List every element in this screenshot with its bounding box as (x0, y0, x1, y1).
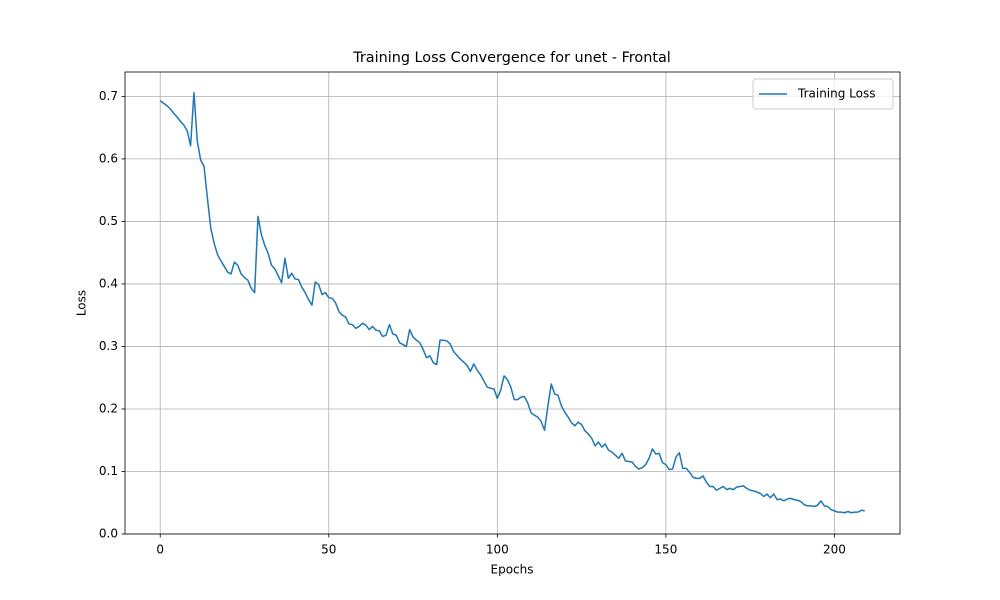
x-tick-label: 0 (156, 543, 164, 557)
y-tick-label: 0.4 (99, 276, 118, 290)
y-tick-label: 0.1 (99, 464, 118, 478)
y-tick-label: 0.2 (99, 401, 118, 415)
y-tick-label: 0.0 (99, 527, 118, 541)
y-tick-label: 0.3 (99, 339, 118, 353)
chart-title: Training Loss Convergence for unet - Fro… (352, 50, 671, 66)
x-tick-label: 200 (823, 543, 846, 557)
x-axis-label: Epochs (491, 563, 534, 577)
axes-frame (124, 71, 901, 535)
y-axis-label: Loss (75, 290, 89, 316)
y-tick-label: 0.6 (99, 151, 118, 165)
x-tick-label: 50 (321, 543, 336, 557)
legend-box (752, 78, 894, 110)
y-tick-label: 0.7 (99, 89, 118, 103)
data-line (159, 91, 865, 514)
y-tick-label: 0.5 (99, 214, 118, 228)
legend-label: Training Loss (797, 87, 875, 101)
x-tick-label: 100 (486, 543, 509, 557)
x-tick-label: 150 (654, 543, 677, 557)
